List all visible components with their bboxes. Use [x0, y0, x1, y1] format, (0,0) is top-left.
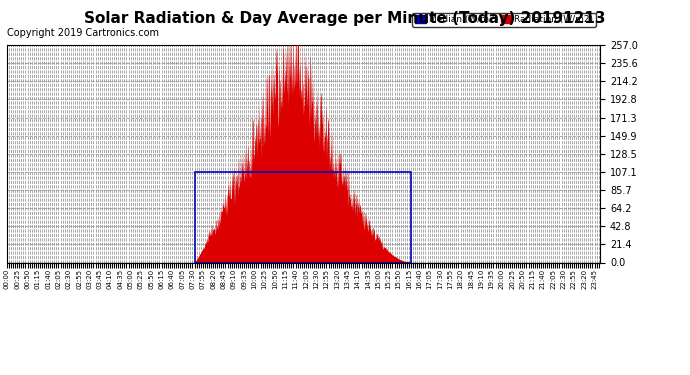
Text: Copyright 2019 Cartronics.com: Copyright 2019 Cartronics.com [7, 28, 159, 38]
Text: Solar Radiation & Day Average per Minute (Today) 20191213: Solar Radiation & Day Average per Minute… [84, 11, 606, 26]
Bar [195, 172, 411, 262]
Legend: Median (W/m2), Radiation (W/m2): Median (W/m2), Radiation (W/m2) [413, 12, 595, 27]
